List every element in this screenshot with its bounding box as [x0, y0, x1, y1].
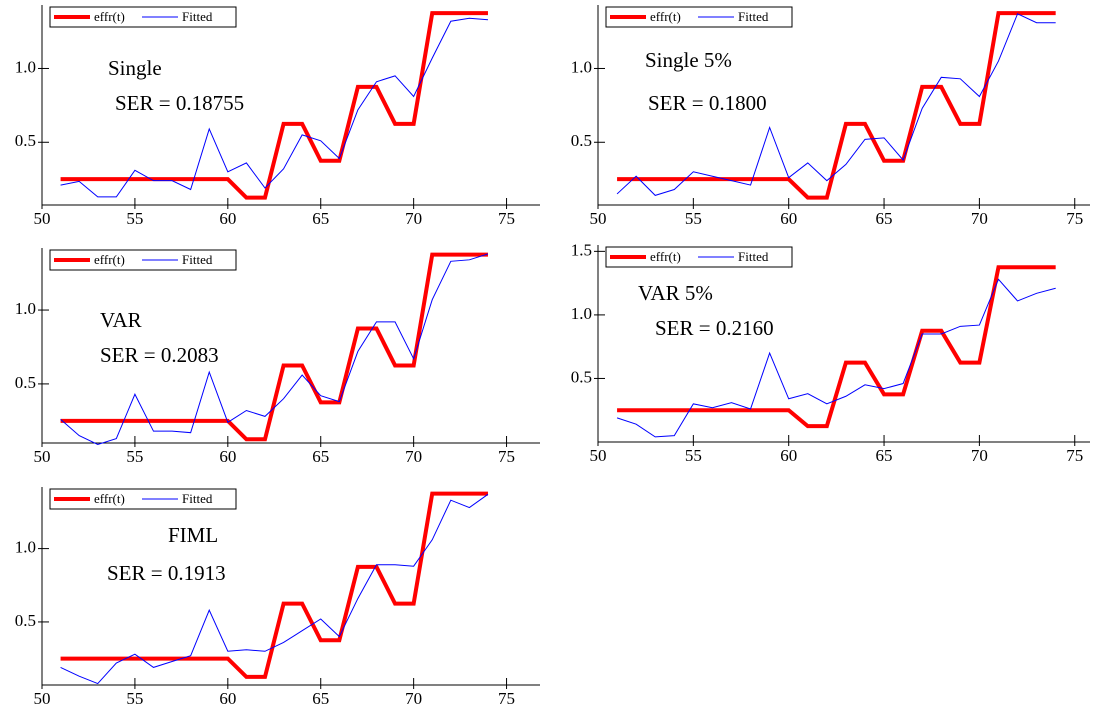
- series-line: [617, 11, 1056, 200]
- x-tick-label: 75: [1066, 209, 1083, 228]
- x-tick-label: 50: [34, 209, 51, 228]
- x-tick-label: 70: [971, 446, 988, 465]
- annotation: SER = 0.1913: [107, 561, 226, 585]
- x-tick-label: 70: [405, 209, 422, 228]
- legend-label: effr(t): [94, 9, 125, 24]
- x-tick-label: 60: [780, 209, 797, 228]
- x-tick-label: 60: [219, 689, 236, 708]
- panel: 50 55 60 65 70 75 0.5 1.0 VAR SER = 0.2083 effr(t)…: [15, 248, 540, 466]
- x-tick-label: 65: [312, 447, 329, 466]
- series-line: [60, 493, 489, 685]
- series-line: [60, 491, 488, 679]
- series-line: [60, 253, 489, 446]
- x-tick-label: 65: [876, 209, 893, 228]
- x-tick-label: 65: [312, 209, 329, 228]
- legend-label: effr(t): [94, 252, 125, 267]
- y-tick-label: 0.5: [571, 367, 592, 386]
- panel: 50 55 60 65 70 75 0.5 1.0 Single 5% SER = 0.1800 e…: [571, 5, 1090, 228]
- y-tick-label: 0.5: [15, 611, 36, 630]
- x-tick-label: 75: [498, 209, 515, 228]
- series-line: [60, 11, 488, 200]
- x-tick-label: 50: [34, 447, 51, 466]
- x-tick-label: 50: [590, 446, 607, 465]
- x-tick-label: 65: [312, 689, 329, 708]
- x-tick-label: 50: [34, 689, 51, 708]
- x-tick-label: 55: [126, 209, 143, 228]
- annotation: FIML: [168, 523, 218, 547]
- annotation: SER = 0.2083: [100, 343, 219, 367]
- legend-label: effr(t): [650, 9, 681, 24]
- legend-label: effr(t): [94, 491, 125, 506]
- series-line: [60, 252, 488, 442]
- x-tick-label: 75: [1066, 446, 1083, 465]
- x-tick-label: 55: [685, 446, 702, 465]
- y-tick-label: 1.0: [15, 538, 36, 557]
- annotation: SER = 0.18755: [115, 91, 244, 115]
- annotation: SER = 0.1800: [648, 91, 767, 115]
- x-tick-label: 60: [219, 209, 236, 228]
- legend-label: Fitted: [738, 249, 769, 264]
- legend-label: Fitted: [182, 491, 213, 506]
- x-tick-label: 70: [405, 447, 422, 466]
- y-tick-label: 1.0: [15, 299, 36, 318]
- series-line: [60, 17, 489, 198]
- annotation: VAR 5%: [638, 281, 713, 305]
- annotation: SER = 0.2160: [655, 316, 774, 340]
- y-tick-label: 1.5: [571, 240, 592, 259]
- series-line: [617, 265, 1056, 429]
- annotation: Single 5%: [645, 48, 732, 72]
- x-tick-label: 60: [780, 446, 797, 465]
- panel: 50 55 60 65 70 75 0.5 1.0 FIML SER = 0.1913 effr(t…: [15, 487, 540, 708]
- panel: 50 55 60 65 70 75 0.5 1.0 Single SER = 0.18755 eff…: [15, 5, 540, 228]
- x-tick-label: 70: [405, 689, 422, 708]
- x-tick-label: 55: [685, 209, 702, 228]
- legend-label: Fitted: [182, 9, 213, 24]
- legend-label: Fitted: [182, 252, 213, 267]
- legend-label: effr(t): [650, 249, 681, 264]
- annotation: Single: [108, 56, 162, 80]
- y-tick-label: 1.0: [15, 57, 36, 76]
- panel: 50 55 60 65 70 75 0.5 1.0 1.5 VAR 5% SER = 0.2160 e…: [571, 240, 1090, 465]
- y-tick-label: 1.0: [571, 304, 592, 323]
- annotation: VAR: [100, 308, 142, 332]
- series-line: [616, 13, 1056, 196]
- x-tick-label: 75: [498, 689, 515, 708]
- x-tick-label: 70: [971, 209, 988, 228]
- series-line: [616, 278, 1056, 438]
- x-tick-label: 55: [126, 447, 143, 466]
- y-tick-label: 0.5: [571, 131, 592, 150]
- y-tick-label: 0.5: [15, 131, 36, 150]
- x-tick-label: 55: [126, 689, 143, 708]
- x-tick-label: 75: [498, 447, 515, 466]
- x-tick-label: 65: [876, 446, 893, 465]
- legend-label: Fitted: [738, 9, 769, 24]
- x-tick-label: 50: [590, 209, 607, 228]
- y-tick-label: 1.0: [571, 57, 592, 76]
- x-tick-label: 60: [219, 447, 236, 466]
- y-tick-label: 0.5: [15, 373, 36, 392]
